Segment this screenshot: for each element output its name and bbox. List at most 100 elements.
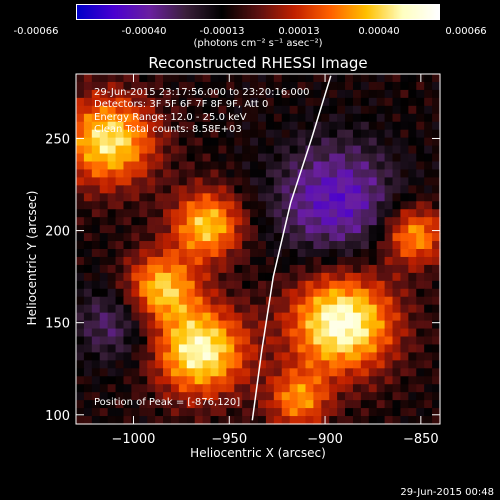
heatmap-cell bbox=[170, 256, 180, 266]
heatmap-cell bbox=[345, 137, 354, 147]
heatmap-cell bbox=[226, 113, 235, 123]
heatmap-cell bbox=[384, 384, 394, 393]
heatmap-cell bbox=[170, 137, 180, 147]
heatmap-cell bbox=[424, 344, 433, 353]
heatmap-cell bbox=[305, 74, 314, 83]
heatmap-cell bbox=[107, 113, 117, 123]
heatmap-cell bbox=[337, 400, 346, 409]
heatmap-cell bbox=[360, 113, 370, 123]
heatmap-cell bbox=[424, 137, 433, 147]
heatmap-cell bbox=[408, 280, 417, 290]
heatmap-cell bbox=[99, 217, 109, 226]
heatmap-cell bbox=[76, 201, 85, 210]
heatmap-cell bbox=[368, 137, 378, 147]
heatmap-cell bbox=[258, 392, 267, 401]
heatmap-cell bbox=[139, 217, 148, 226]
heatmap-cell bbox=[76, 193, 85, 202]
heatmap-cell bbox=[91, 408, 101, 417]
heatmap-cell bbox=[99, 256, 109, 266]
heatmap-cell bbox=[313, 416, 322, 425]
heatmap-cell bbox=[368, 392, 378, 401]
heatmap-cell bbox=[352, 177, 362, 186]
heatmap-cell bbox=[131, 201, 140, 210]
heatmap-cell bbox=[424, 113, 433, 123]
heatmap-cell bbox=[139, 280, 148, 290]
heatmap-cell bbox=[360, 344, 370, 353]
heatmap-cell bbox=[416, 137, 425, 147]
heatmap-cell bbox=[123, 217, 132, 226]
heatmap-cell bbox=[376, 408, 386, 417]
heatmap-cell bbox=[163, 113, 172, 123]
heatmap-cell bbox=[297, 121, 307, 131]
heatmap-cell bbox=[83, 352, 93, 361]
heatmap-cell bbox=[352, 193, 362, 202]
heatmap-cell bbox=[305, 344, 314, 353]
heatmap-cell bbox=[289, 360, 299, 369]
heatmap-cell bbox=[408, 233, 417, 242]
heatmap-cell bbox=[178, 169, 188, 178]
heatmap-cell bbox=[384, 336, 394, 346]
heatmap-cell bbox=[218, 137, 227, 147]
heatmap-cell bbox=[273, 360, 283, 369]
heatmap-cell bbox=[186, 264, 196, 274]
colorbar bbox=[76, 4, 440, 20]
heatmap-cell bbox=[360, 225, 370, 234]
heatmap-cell bbox=[115, 241, 125, 250]
heatmap-cell bbox=[99, 360, 109, 369]
heatmap-cell bbox=[194, 408, 204, 417]
heatmap-cell bbox=[297, 209, 307, 218]
heatmap-cell bbox=[273, 217, 283, 226]
heatmap-cell bbox=[218, 320, 227, 330]
heatmap-cell bbox=[289, 185, 299, 194]
heatmap-cell bbox=[163, 360, 172, 369]
heatmap-cell bbox=[337, 328, 346, 338]
heatmap-cell bbox=[376, 74, 386, 83]
heatmap-cell bbox=[91, 217, 101, 226]
heatmap-cell bbox=[313, 288, 322, 298]
heatmap-cell bbox=[352, 288, 362, 298]
heatmap-cell bbox=[131, 153, 140, 163]
heatmap-cell bbox=[91, 392, 101, 401]
heatmap-cell bbox=[131, 376, 140, 385]
heatmap-cell bbox=[83, 288, 93, 298]
heatmap-cell bbox=[99, 97, 109, 107]
heatmap-cell bbox=[337, 360, 346, 369]
heatmap-cell bbox=[384, 344, 394, 353]
heatmap-cell bbox=[408, 177, 417, 186]
heatmap-cell bbox=[83, 368, 93, 377]
heatmap-cell bbox=[234, 280, 243, 290]
heatmap-cell bbox=[242, 304, 251, 314]
heatmap-cell bbox=[313, 145, 322, 155]
heatmap-cell bbox=[115, 121, 125, 131]
heatmap-cell bbox=[337, 264, 346, 274]
heatmap-cell bbox=[226, 384, 235, 393]
heatmap-cell bbox=[400, 233, 409, 242]
heatmap-cell bbox=[131, 89, 140, 99]
heatmap-cell bbox=[210, 121, 220, 131]
heatmap-cell bbox=[273, 392, 283, 401]
heatmap-cell bbox=[313, 400, 322, 409]
heatmap-cell bbox=[107, 121, 117, 131]
heatmap-cell bbox=[416, 225, 425, 234]
heatmap-cell bbox=[313, 129, 322, 139]
heatmap-cell bbox=[123, 201, 132, 210]
heatmap-cell bbox=[321, 209, 330, 218]
heatmap-cell bbox=[313, 376, 322, 385]
heatmap-cell bbox=[289, 352, 299, 361]
heatmap-cell bbox=[147, 137, 156, 147]
heatmap-cell bbox=[170, 105, 180, 115]
heatmap-cell bbox=[368, 177, 378, 186]
heatmap-cell bbox=[76, 217, 85, 226]
heatmap-cell bbox=[313, 89, 322, 99]
heatmap-cell bbox=[83, 384, 93, 393]
heatmap-cell bbox=[131, 344, 140, 353]
heatmap-cell bbox=[265, 344, 275, 353]
heatmap-cell bbox=[123, 81, 132, 91]
heatmap-cell bbox=[76, 416, 85, 425]
heatmap-cell bbox=[83, 201, 93, 210]
heatmap-cell bbox=[155, 145, 164, 155]
heatmap-cell bbox=[321, 280, 330, 290]
heatmap-cell bbox=[107, 217, 117, 226]
heatmap-cell bbox=[210, 416, 220, 425]
heatmap-cell bbox=[186, 97, 196, 107]
